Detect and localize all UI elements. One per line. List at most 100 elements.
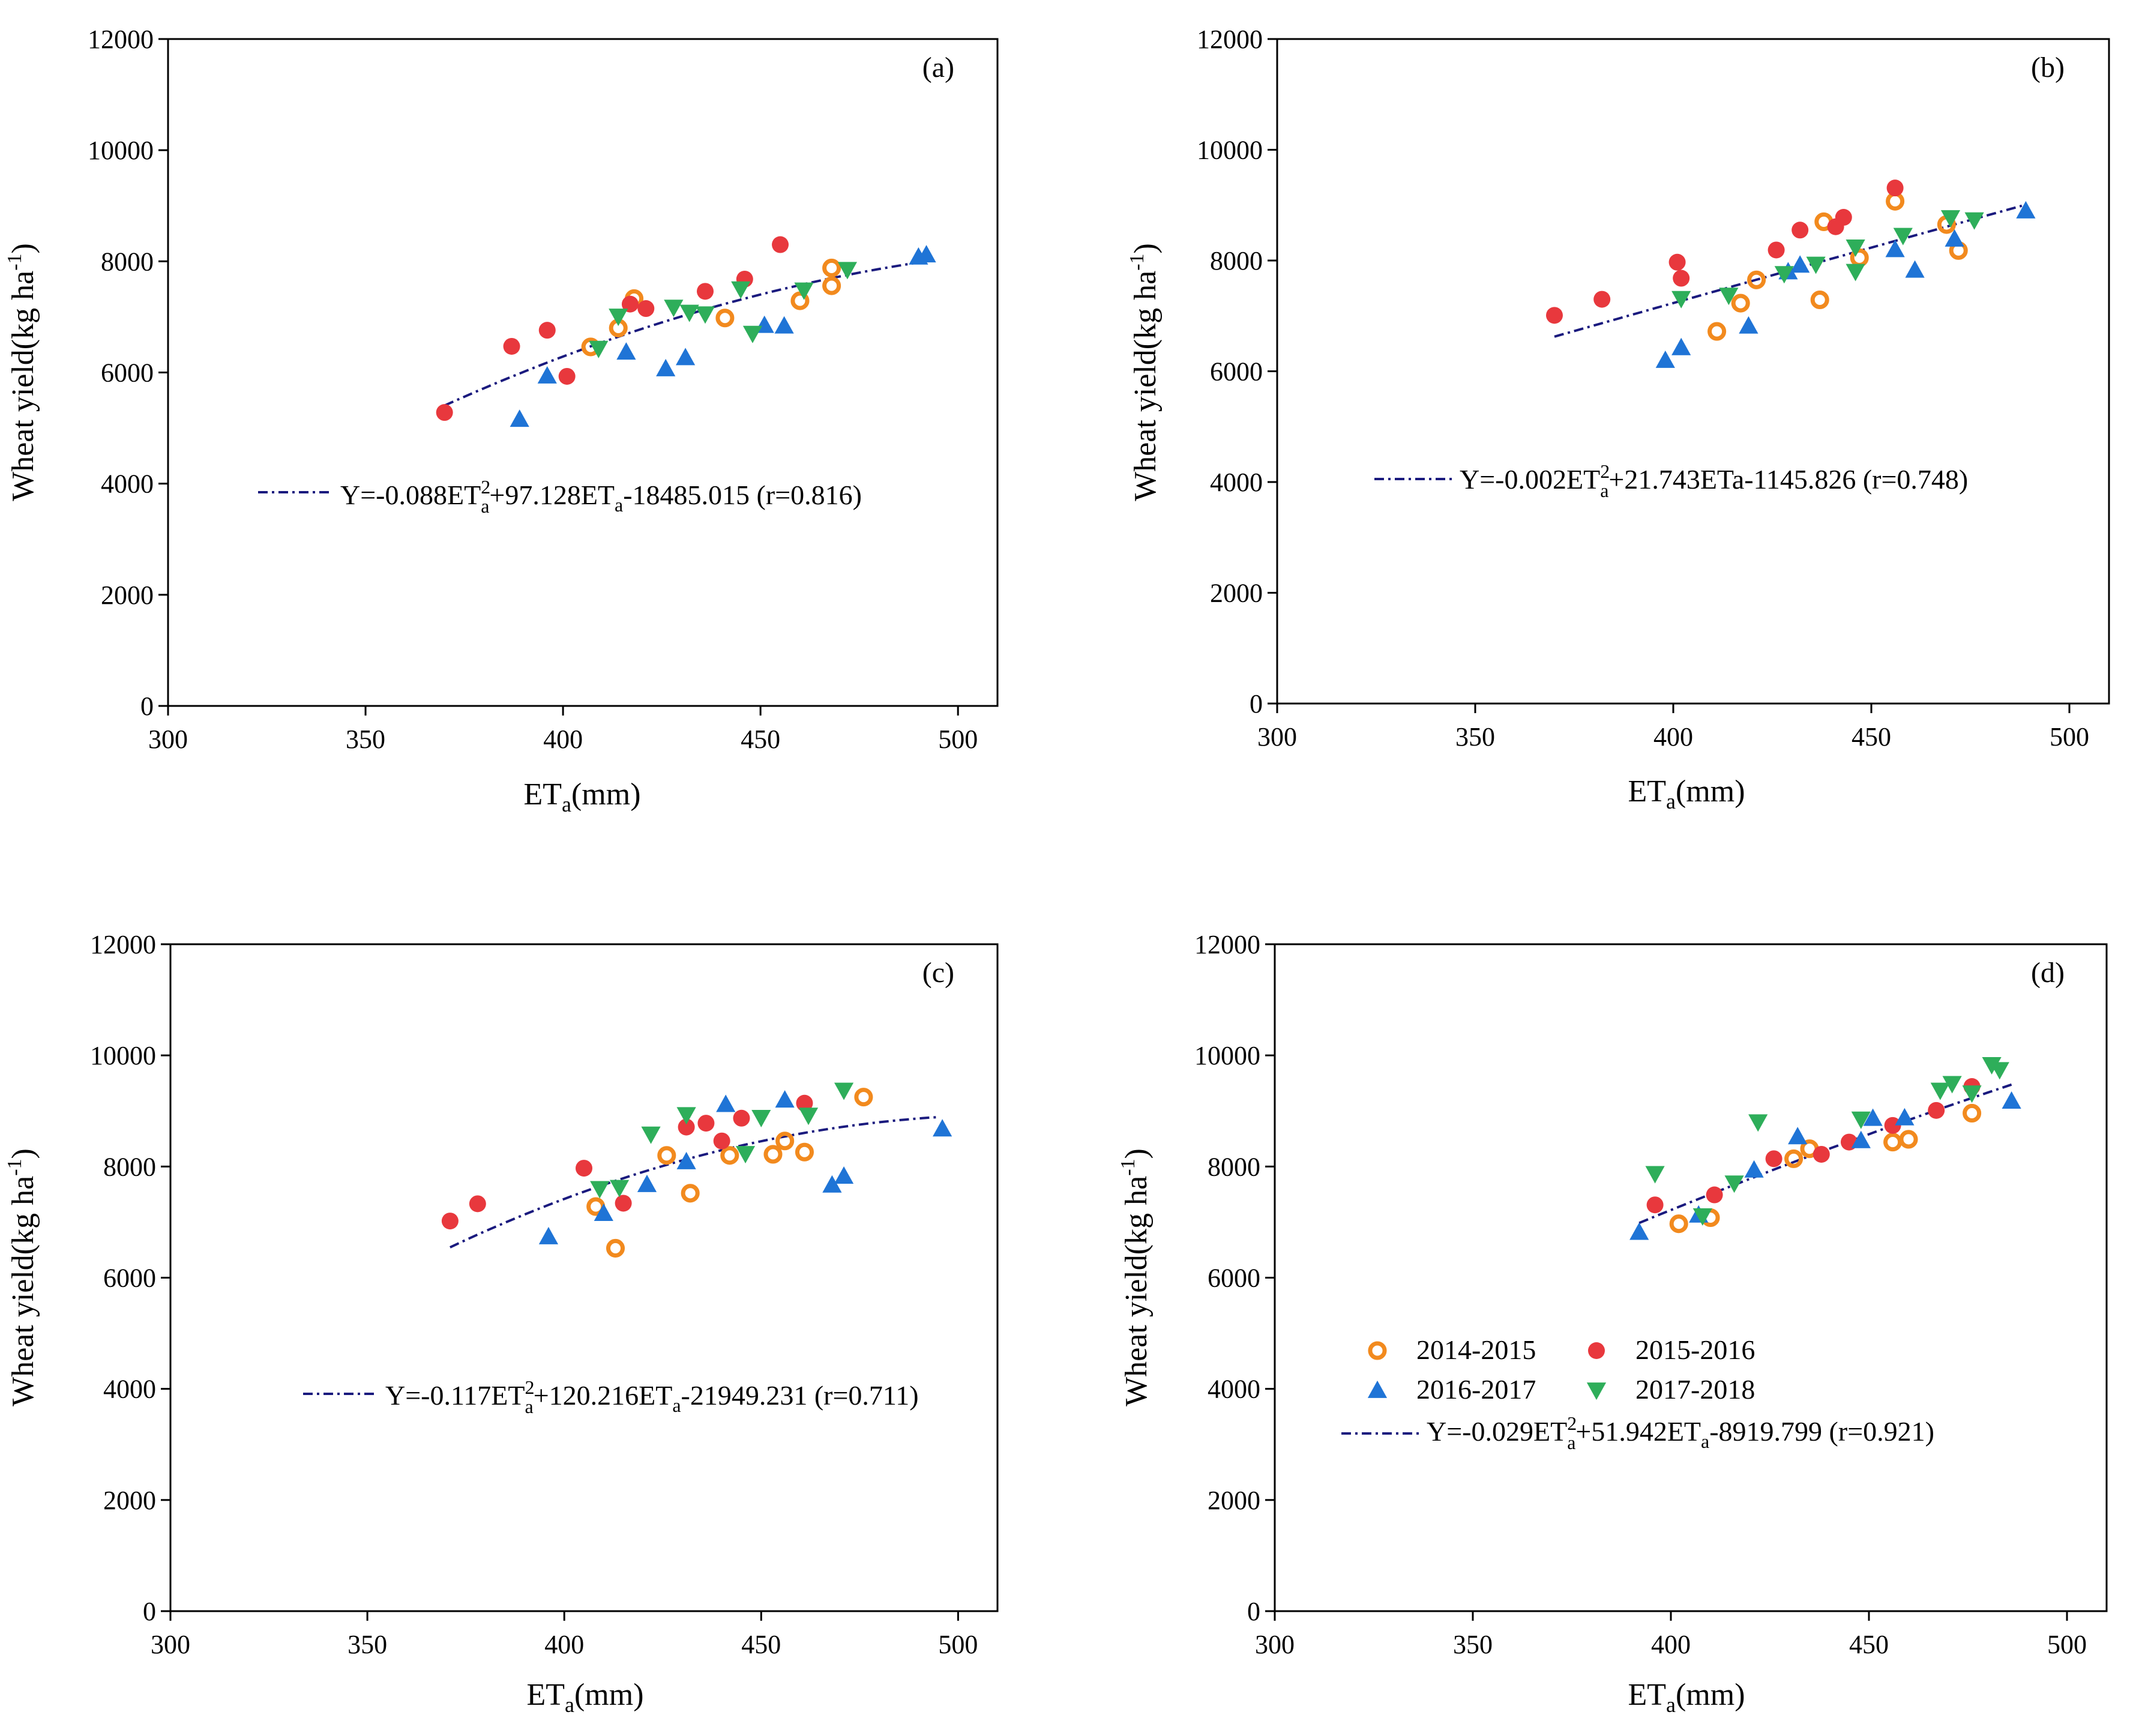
y-tick-label: 6000: [103, 1264, 156, 1293]
data-point-2015-2016: [637, 300, 655, 318]
y-tick-label: 12000: [90, 930, 156, 959]
plot-frame: [1274, 943, 2108, 1612]
data-point-2017-2018: [1962, 1085, 1982, 1103]
data-point-2016-2017: [1788, 1127, 1808, 1145]
data-point-2014-2015: [854, 1088, 873, 1107]
data-point-2016-2017: [676, 348, 696, 366]
data-point-2015-2016: [1668, 253, 1686, 271]
data-point-2014-2015: [1731, 294, 1750, 313]
data-point-2016-2017: [1739, 316, 1758, 334]
data-point-2016-2017: [1851, 1130, 1871, 1148]
data-point-2016-2017: [1744, 1160, 1764, 1178]
data-point-2017-2018: [1990, 1062, 2009, 1080]
y-tick-label: 2000: [103, 1486, 156, 1515]
y-tick-label: 12000: [1194, 930, 1260, 959]
data-point-2016-2017: [676, 1151, 696, 1169]
x-tick-label: 450: [1849, 1630, 1889, 1659]
data-point-2017-2018: [1942, 1076, 1962, 1094]
data-point-2017-2018: [834, 1082, 854, 1100]
data-point-2017-2018: [798, 1108, 819, 1126]
data-point-2017-2018: [735, 1146, 756, 1164]
data-point-2015-2016: [436, 404, 453, 421]
data-point-2015-2016: [1765, 1150, 1783, 1168]
panel-d: 0 2000 4000 6000 8000 10000 12000 300 350 400 450 5…: [1117, 930, 2108, 1717]
panel-tag: (d): [2031, 957, 2065, 989]
data-point-2015-2016: [1646, 1196, 1664, 1214]
x-tick-label: 400: [1653, 722, 1693, 752]
data-point-2015-2016: [1792, 222, 1809, 239]
x-tick-label: 300: [1257, 722, 1297, 752]
data-point-2017-2018: [1748, 1114, 1768, 1132]
data-point-2017-2018: [731, 281, 751, 299]
panel-tag: (c): [922, 957, 954, 989]
legend-marker-2015-2016: [1588, 1342, 1605, 1359]
plot-frame: [1276, 38, 2110, 705]
data-point-2016-2017: [1790, 255, 1810, 273]
legend-label: 2016-2017: [1416, 1374, 1536, 1405]
data-point-2015-2016: [1813, 1145, 1830, 1163]
x-tick-label: 450: [741, 1630, 781, 1659]
y-tick-label: 4000: [1208, 1375, 1260, 1404]
data-point-2014-2015: [790, 291, 810, 310]
data-point-2014-2015: [1883, 1133, 1903, 1152]
data-point-2017-2018: [1851, 1111, 1871, 1129]
y-tick-label: 6000: [1208, 1264, 1260, 1293]
data-point-2016-2017: [2016, 200, 2036, 219]
data-point-2014-2015: [775, 1132, 795, 1151]
data-point-2014-2015: [1899, 1130, 1918, 1149]
panel-b: 0 2000 4000 6000 8000 10000 12000 300 350 400 450 5…: [1126, 25, 2110, 813]
x-axis-title: ETa(mm): [526, 1678, 643, 1717]
x-tick-label: 350: [1453, 1630, 1493, 1659]
data-point-2014-2015: [681, 1184, 700, 1203]
data-point-2016-2017: [1863, 1108, 1883, 1126]
data-point-2017-2018: [676, 1107, 696, 1125]
data-point-2016-2017: [1905, 260, 1925, 278]
y-tick-label: 12000: [1197, 25, 1263, 54]
data-point-2017-2018: [1940, 210, 1961, 228]
data-point-2014-2015: [822, 258, 841, 277]
x-axis-title: ETa(mm): [1628, 774, 1745, 813]
data-point-2015-2016: [1593, 291, 1611, 308]
data-point-2017-2018: [1774, 266, 1794, 284]
data-point-2017-2018: [1724, 1175, 1744, 1193]
legend-label: 2017-2018: [1635, 1374, 1755, 1405]
data-point-2014-2015: [606, 1238, 625, 1258]
plot-frame: [169, 943, 999, 1612]
data-point-2017-2018: [664, 300, 684, 318]
y-tick-label: 6000: [101, 358, 154, 388]
y-axis-title: Wheat yield(kg ha-1): [4, 1148, 40, 1406]
y-tick-label: 0: [1250, 689, 1263, 719]
y-tick-label: 6000: [1210, 357, 1263, 387]
y-tick-label: 0: [140, 692, 154, 721]
data-point-2016-2017: [594, 1204, 613, 1221]
data-point-2014-2015: [1784, 1149, 1804, 1168]
x-tick-label: 500: [938, 725, 978, 754]
data-point-2014-2015: [1963, 1103, 1982, 1123]
data-point-2015-2016: [733, 1109, 750, 1127]
data-point-2017-2018: [590, 1181, 610, 1199]
fit-curve: [450, 1116, 939, 1249]
data-point-2016-2017: [834, 1166, 854, 1184]
data-point-2015-2016: [1835, 209, 1852, 226]
data-point-2016-2017: [1945, 229, 1964, 247]
y-tick-label: 10000: [88, 136, 154, 165]
panel-tag: (b): [2031, 52, 2065, 83]
data-point-2017-2018: [837, 262, 858, 280]
data-point-2015-2016: [1884, 1117, 1901, 1134]
data-point-2016-2017: [656, 358, 676, 376]
x-tick-label: 350: [346, 725, 385, 754]
plot-frame: [167, 38, 999, 707]
data-point-2015-2016: [538, 322, 556, 339]
data-point-2017-2018: [695, 306, 715, 324]
y-tick-label: 12000: [88, 25, 154, 54]
data-point-2016-2017: [1671, 337, 1691, 355]
data-point-2017-2018: [641, 1126, 661, 1144]
data-point-2017-2018: [679, 304, 699, 322]
panel-tag: (a): [922, 52, 954, 83]
x-tick-label: 500: [2047, 1630, 2087, 1659]
data-point-2016-2017: [774, 316, 794, 334]
y-tick-label: 4000: [101, 469, 154, 499]
data-point-2016-2017: [1895, 1108, 1915, 1126]
y-tick-label: 8000: [1210, 246, 1263, 276]
